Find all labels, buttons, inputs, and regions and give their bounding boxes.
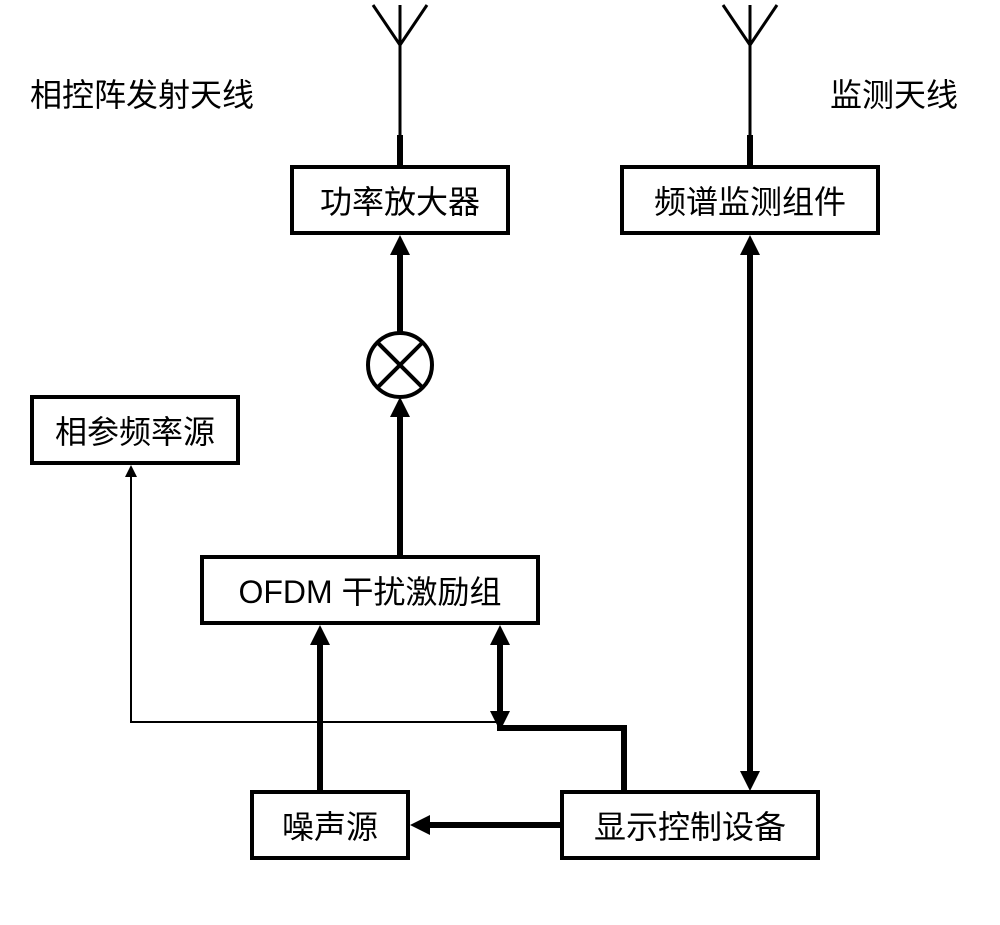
tx-antenna-label: 相控阵发射天线 <box>30 70 254 116</box>
connector <box>747 135 753 165</box>
freq-source-label: 相参频率源 <box>55 407 215 453</box>
connector-thin <box>130 475 132 723</box>
arrow-head <box>410 815 430 835</box>
connector <box>747 253 753 773</box>
mixer-icon <box>365 330 435 400</box>
monitor-antenna-icon <box>715 0 785 140</box>
connector <box>317 640 323 790</box>
connector-thin <box>130 721 500 723</box>
spectrum-monitor-box: 频谱监测组件 <box>620 165 880 235</box>
spectrum-monitor-label: 频谱监测组件 <box>654 177 846 223</box>
ofdm-label: OFDM 干扰激励组 <box>238 567 501 613</box>
monitor-antenna-label: 监测天线 <box>830 70 958 116</box>
noise-source-box: 噪声源 <box>250 790 410 860</box>
display-control-label: 显示控制设备 <box>594 802 786 848</box>
arrow-head <box>740 771 760 791</box>
connector <box>397 253 403 333</box>
connector <box>497 725 627 731</box>
display-control-box: 显示控制设备 <box>560 790 820 860</box>
connector <box>497 643 503 713</box>
connector <box>397 415 403 555</box>
arrow-head-small <box>125 465 137 477</box>
arrow-head <box>490 625 510 645</box>
freq-source-box: 相参频率源 <box>30 395 240 465</box>
arrow-head <box>390 235 410 255</box>
power-amplifier-box: 功率放大器 <box>290 165 510 235</box>
connector <box>428 822 560 828</box>
tx-antenna-icon <box>365 0 435 140</box>
arrow-head <box>390 397 410 417</box>
connector <box>397 135 403 165</box>
noise-source-label: 噪声源 <box>282 802 378 848</box>
ofdm-box: OFDM 干扰激励组 <box>200 555 540 625</box>
power-amplifier-label: 功率放大器 <box>320 177 480 223</box>
arrow-head <box>310 625 330 645</box>
arrow-head <box>740 235 760 255</box>
connector <box>621 725 627 790</box>
